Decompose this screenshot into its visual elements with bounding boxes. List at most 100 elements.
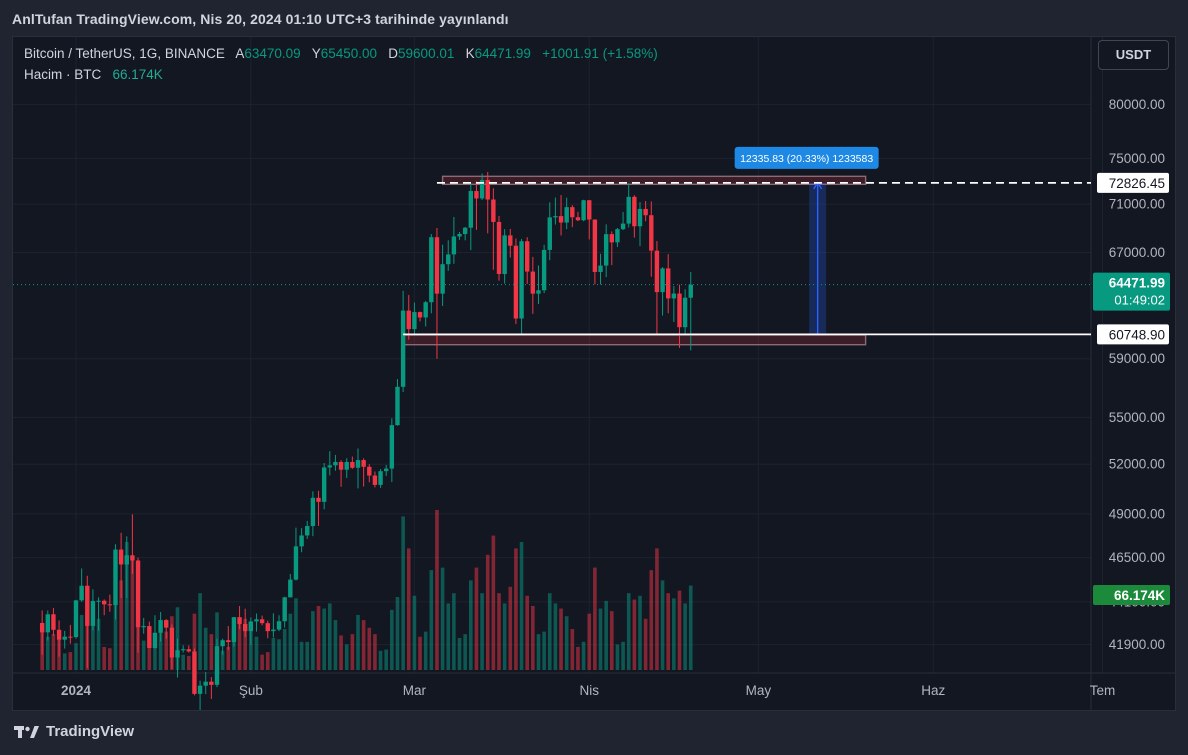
candle bbox=[395, 379, 400, 426]
volume-bar bbox=[604, 600, 608, 670]
candle-body bbox=[220, 640, 225, 647]
volume-bar bbox=[677, 590, 682, 670]
publish-line: AnlTufan TradingView.com, Nis 20, 2024 0… bbox=[12, 11, 509, 27]
candle-body bbox=[316, 497, 321, 502]
volume-bar bbox=[423, 631, 428, 670]
volume-bar bbox=[311, 611, 315, 670]
candle-body bbox=[615, 229, 620, 243]
candle bbox=[688, 272, 693, 351]
volume-bar bbox=[559, 608, 563, 670]
candle bbox=[141, 617, 146, 634]
footer-brand-name: TradingView bbox=[46, 723, 135, 740]
candle-body bbox=[547, 217, 552, 250]
price-tick-label: 41900.00 bbox=[1109, 637, 1165, 652]
candle-body bbox=[56, 629, 62, 640]
candle bbox=[666, 254, 671, 314]
candle bbox=[603, 224, 609, 278]
symbol-title[interactable]: Bitcoin / TetherUS, 1G, BINANCE bbox=[24, 46, 225, 61]
candle-body bbox=[626, 196, 631, 224]
candle bbox=[107, 594, 113, 612]
candle bbox=[508, 228, 513, 258]
volume-bar bbox=[288, 613, 293, 670]
volume-bar bbox=[181, 654, 185, 670]
candle bbox=[660, 267, 665, 316]
time-tick-label: May bbox=[746, 683, 772, 698]
candle bbox=[406, 294, 411, 340]
candle-body bbox=[491, 199, 496, 222]
candle-body bbox=[113, 549, 118, 606]
candle bbox=[147, 621, 152, 649]
volume-bar bbox=[316, 606, 321, 670]
candle bbox=[496, 215, 502, 281]
candle bbox=[378, 469, 383, 488]
candle bbox=[468, 183, 473, 251]
candle bbox=[265, 620, 270, 639]
candle-body bbox=[321, 467, 327, 502]
candle-body bbox=[361, 460, 366, 467]
candle bbox=[429, 234, 434, 314]
candle bbox=[282, 596, 287, 628]
candle bbox=[73, 599, 79, 639]
volume-bar bbox=[587, 613, 592, 670]
candle bbox=[519, 238, 524, 334]
chart-area[interactable]: 12335.83 (20.33%) 1233583 80000.00 75000.0… bbox=[12, 36, 1176, 711]
candle bbox=[276, 615, 282, 632]
candlestick-chart[interactable]: 12335.83 (20.33%) 1233583 80000.00 75000.0… bbox=[13, 37, 1176, 711]
candle bbox=[412, 302, 417, 334]
candle-body bbox=[519, 241, 524, 319]
time-tick-label: Tem bbox=[1090, 683, 1116, 698]
volume-bar bbox=[406, 548, 411, 670]
candle-body bbox=[203, 681, 208, 686]
candle bbox=[124, 536, 129, 599]
volume-bar bbox=[51, 634, 56, 670]
candle-body bbox=[259, 619, 265, 624]
volume-bar bbox=[339, 635, 343, 670]
candle bbox=[344, 458, 349, 478]
candle-body bbox=[344, 461, 349, 470]
candle-body bbox=[682, 297, 688, 328]
volume-bar bbox=[581, 641, 586, 670]
candle bbox=[45, 610, 50, 641]
candle bbox=[113, 544, 118, 620]
volume-bar bbox=[237, 622, 242, 670]
candle-body bbox=[451, 236, 457, 255]
candle bbox=[609, 231, 614, 266]
candle-body bbox=[45, 614, 50, 633]
candle-body bbox=[248, 621, 254, 632]
candle-body bbox=[412, 312, 417, 330]
candle-body bbox=[496, 221, 502, 274]
candle-body bbox=[688, 284, 693, 298]
volume-bar bbox=[198, 593, 202, 670]
volume-bar bbox=[480, 593, 484, 670]
candle-body bbox=[434, 237, 440, 294]
currency-button[interactable]: USDT bbox=[1098, 40, 1169, 70]
volume-bar bbox=[260, 654, 264, 670]
volume-label[interactable]: Hacim · BTC bbox=[24, 67, 102, 82]
volume-bar bbox=[446, 603, 451, 670]
candle-body bbox=[654, 250, 660, 293]
candle-body bbox=[130, 555, 135, 561]
volume-bar bbox=[672, 598, 676, 670]
volume-bar bbox=[525, 595, 529, 670]
volume-bar bbox=[68, 652, 73, 670]
candle bbox=[615, 227, 620, 248]
footer-brand[interactable]: TradingView bbox=[14, 723, 134, 740]
candle-body bbox=[440, 264, 445, 294]
candle bbox=[316, 490, 321, 526]
candle bbox=[169, 624, 175, 669]
volume-bar bbox=[305, 641, 310, 670]
volume-bar bbox=[576, 646, 580, 670]
close-label: K bbox=[465, 46, 475, 61]
candle-body bbox=[158, 620, 163, 633]
candle-body bbox=[485, 179, 490, 200]
chart-legend: Bitcoin / TetherUS, 1G, BINANCE A63470.0… bbox=[24, 46, 658, 82]
candle bbox=[355, 448, 361, 489]
candle bbox=[130, 514, 135, 574]
candle-body bbox=[536, 290, 541, 294]
volume-bar bbox=[626, 593, 631, 670]
candle bbox=[254, 613, 259, 632]
candle bbox=[231, 616, 237, 647]
candle-body bbox=[62, 636, 67, 640]
candle-body bbox=[237, 617, 242, 624]
current-price-label: 64471.99 bbox=[1109, 276, 1165, 291]
